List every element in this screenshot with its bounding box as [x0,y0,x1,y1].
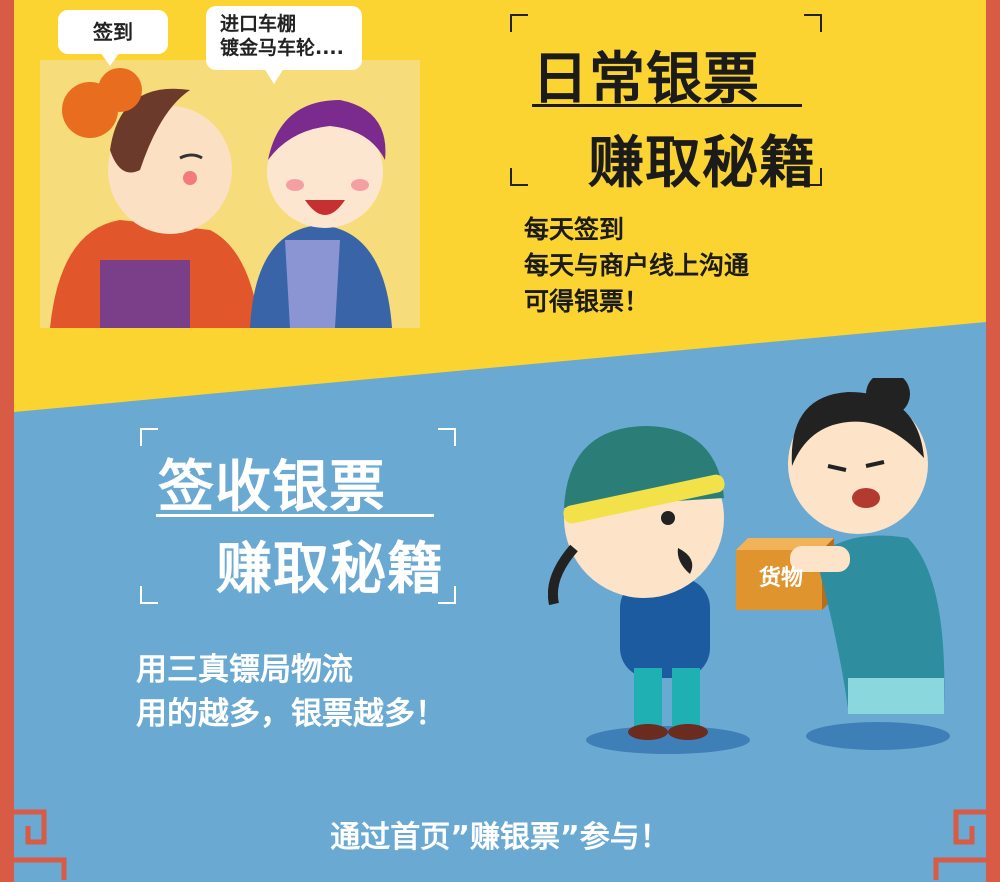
daily-desc-line: 每天与商户线上沟通 [524,251,750,280]
title-divider [156,514,434,517]
frame-corner [510,14,528,32]
speech-bubble-tail [264,68,284,84]
daily-desc-line: 可得银票！ [524,287,650,316]
frame-corner [140,586,158,604]
goods-box-label: 货物 [758,566,803,591]
frame-corner [804,168,822,186]
receipt-desc-line: 用的越多，银票越多！ [136,696,446,732]
frame-corner [510,168,528,186]
speech-bubble-goods-text: 进口车棚 镀金马车轮.... [220,13,344,59]
title-divider [532,104,802,107]
receipt-description: 用三真镖局物流 用的越多，银票越多！ [136,648,446,736]
merchant-characters-illustration [40,60,420,328]
frame-corner [804,14,822,32]
right-border [986,0,1000,882]
receipt-title-line1: 签收银票 [158,455,386,520]
left-border [0,0,14,882]
receipt-desc-line: 用三真镖局物流 [136,652,353,688]
footer-call-to-action: 通过首页”赚银票”参与！ [330,820,670,855]
daily-description: 每天签到 每天与商户线上沟通 可得银票！ [524,212,749,320]
frame-corner [438,586,456,604]
daily-desc-line: 每天签到 [524,215,625,244]
frame-corner [438,428,456,446]
delivery-illustration [548,378,950,754]
daily-title-line2: 赚取秘籍 [588,131,816,196]
speech-bubble-checkin: 签到 [58,10,168,54]
speech-bubble-goods: 进口车棚 镀金马车轮.... [206,6,362,70]
speech-bubble-tail [100,52,120,66]
receipt-title-box: 签收银票 赚取秘籍 [140,428,456,604]
frame-corner [140,428,158,446]
receipt-title-line2: 赚取秘籍 [216,537,444,602]
daily-title-line1: 日常银票 [532,47,760,112]
daily-title-box: 日常银票 赚取秘籍 [510,14,822,196]
